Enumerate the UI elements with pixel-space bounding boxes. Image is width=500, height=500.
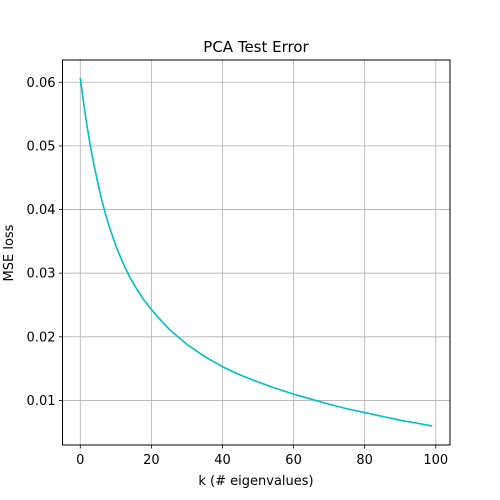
x-tick-label: 20	[143, 453, 160, 468]
y-tick-label: 0.05	[27, 139, 56, 154]
y-tick-label: 0.03	[27, 267, 56, 282]
x-tick-label: 100	[423, 453, 448, 468]
x-axis-label: k (# eigenvalues)	[198, 474, 313, 489]
y-axis-label: MSE loss	[2, 224, 17, 281]
y-tick-label: 0.02	[27, 330, 56, 345]
y-tick-label: 0.01	[27, 394, 56, 409]
series-layer	[79, 77, 433, 427]
x-axis: 0 20 40 60 80 100	[76, 445, 448, 468]
y-axis: 0.01 0.02 0.03 0.04 0.05 0.06	[27, 76, 63, 409]
series-line	[79, 77, 433, 427]
x-tick-label: 0	[76, 453, 84, 468]
y-tick-label: 0.06	[27, 76, 56, 91]
x-tick-label: 60	[285, 453, 302, 468]
x-tick-label: 80	[356, 453, 373, 468]
plot-frame	[62, 59, 451, 446]
chart-title: PCA Test Error	[203, 38, 309, 56]
x-tick-label: 40	[214, 453, 231, 468]
y-tick-label: 0.04	[27, 203, 56, 218]
